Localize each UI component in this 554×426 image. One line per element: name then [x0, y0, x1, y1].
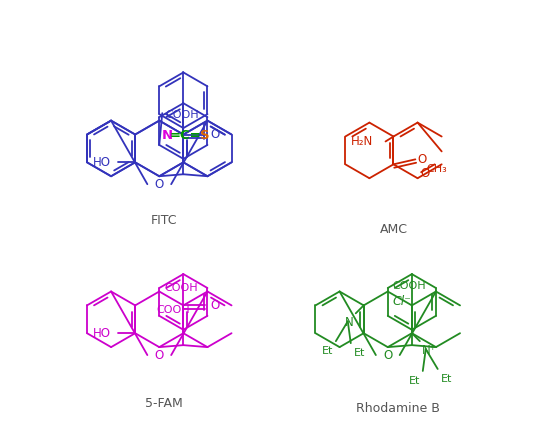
Text: =C=: =C= — [170, 129, 201, 141]
Text: Et: Et — [321, 346, 333, 356]
Text: O: O — [210, 299, 219, 312]
Text: N: N — [162, 129, 173, 141]
Text: FITC: FITC — [151, 214, 177, 227]
Text: N⁺: N⁺ — [422, 344, 437, 357]
Text: N: N — [345, 317, 354, 329]
Text: O: O — [155, 178, 164, 191]
Text: Rhodamine B: Rhodamine B — [356, 402, 440, 415]
Text: S: S — [201, 129, 210, 141]
Text: O: O — [383, 348, 392, 362]
Text: COOH: COOH — [164, 283, 198, 293]
Text: HO: HO — [93, 156, 111, 169]
Text: O: O — [155, 348, 164, 362]
Text: AMC: AMC — [379, 223, 408, 236]
Text: O: O — [210, 128, 219, 141]
Text: HO: HO — [93, 327, 111, 340]
Text: COOH: COOH — [393, 281, 427, 291]
Text: Et: Et — [354, 348, 365, 358]
Text: Et: Et — [408, 376, 420, 386]
Text: CH₃: CH₃ — [427, 164, 447, 174]
Text: H₂N: H₂N — [351, 135, 373, 148]
Text: COOH: COOH — [157, 305, 190, 315]
Text: 5-FAM: 5-FAM — [145, 397, 183, 410]
Text: Cl⁻: Cl⁻ — [392, 295, 412, 308]
Text: O: O — [417, 153, 427, 166]
Text: Et: Et — [440, 374, 452, 384]
Text: O: O — [420, 167, 430, 180]
Text: COOH: COOH — [165, 110, 199, 120]
